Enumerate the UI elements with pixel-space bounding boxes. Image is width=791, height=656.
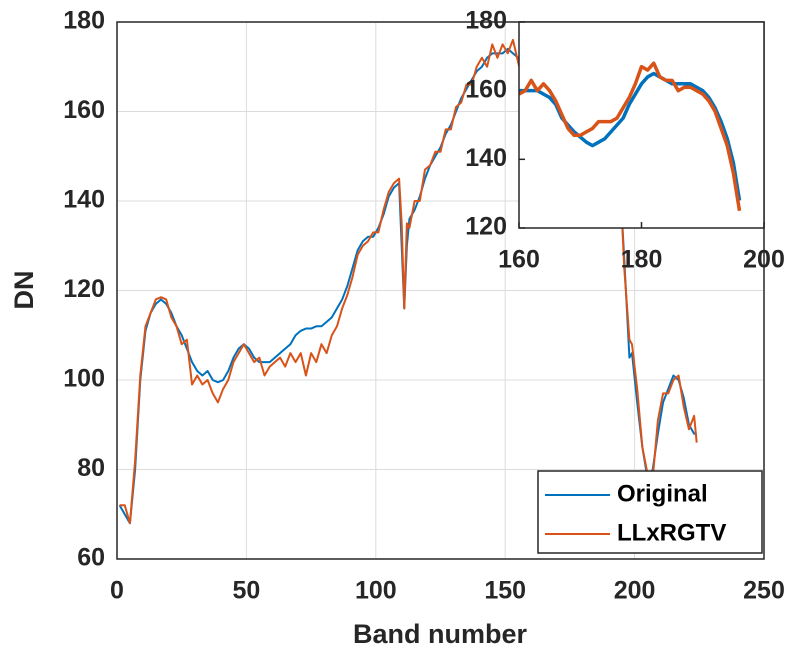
y-axis-label: DN [9, 271, 39, 310]
y-tick-label: 160 [63, 96, 105, 124]
inset-area [519, 22, 764, 228]
y-tick-label: 80 [77, 454, 105, 482]
series-group [519, 61, 742, 212]
legend-box [537, 470, 763, 554]
x-axis-label: Band number [353, 619, 528, 649]
series-line [519, 61, 742, 212]
x-tick-label: 0 [110, 577, 124, 605]
x-tick-label: 150 [484, 577, 526, 605]
y-tick-label: 140 [63, 186, 105, 214]
main-frame [116, 21, 765, 560]
x-tick-label: 100 [355, 577, 397, 605]
y-tick-label: 120 [63, 275, 105, 303]
legend: Original LLxRGTV [537, 470, 763, 554]
x-tick-label: 50 [232, 577, 260, 605]
y-tick-label: 180 [465, 7, 507, 35]
y-tick-label: 160 [465, 75, 507, 103]
legend-label: LLxRGTV [617, 519, 726, 546]
inset-frame [518, 21, 765, 229]
y-tick-label: 60 [77, 544, 105, 572]
y-tick-label: 120 [465, 213, 507, 241]
legend-label: Original [617, 480, 708, 507]
x-tick-label: 160 [498, 246, 540, 274]
y-tick-label: 100 [63, 365, 105, 393]
y-tick-label: 140 [465, 144, 507, 172]
y-tick-label: 180 [63, 7, 105, 35]
x-tick-label: 200 [614, 577, 656, 605]
x-tick-label: 200 [743, 246, 785, 274]
x-tick-label: 250 [743, 577, 785, 605]
x-tick-label: 180 [621, 246, 663, 274]
